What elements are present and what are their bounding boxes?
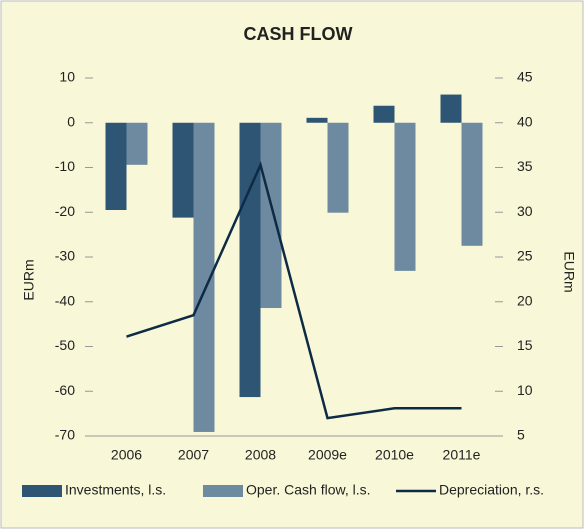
y-tick-label: -60 xyxy=(55,382,75,398)
y-tick-label: -50 xyxy=(55,337,75,353)
y-tick-label: -30 xyxy=(55,248,75,264)
bar xyxy=(440,94,462,123)
y2-tick-label: 25 xyxy=(517,248,533,264)
legend-swatch xyxy=(203,485,243,497)
chart-title: CASH FLOW xyxy=(244,24,353,44)
y-tick-label: -70 xyxy=(55,427,75,443)
y2-axis-label: EURm xyxy=(561,251,577,292)
bar xyxy=(306,117,328,123)
y-tick-label: 10 xyxy=(59,69,75,85)
bar xyxy=(239,122,261,398)
x-tick-label: 2011e xyxy=(443,447,481,463)
x-tick-label: 2010e xyxy=(375,447,414,463)
legend-label: Depreciation, r.s. xyxy=(439,482,544,498)
bar xyxy=(373,105,395,123)
y2-tick-label: 5 xyxy=(517,427,525,443)
legend-label: Oper. Cash flow, l.s. xyxy=(246,482,371,498)
y2-tick-label: 15 xyxy=(517,337,533,353)
y2-tick-label: 20 xyxy=(517,292,533,308)
y2-tick-label: 40 xyxy=(517,113,533,129)
y-tick-label: -10 xyxy=(55,158,75,174)
y2-tick-label: 45 xyxy=(517,69,533,85)
bar xyxy=(260,122,282,309)
bar xyxy=(394,122,416,271)
bar xyxy=(105,122,127,211)
bar xyxy=(172,122,194,218)
y-axis-label: EURm xyxy=(21,259,37,300)
y2-tick-label: 30 xyxy=(517,203,533,219)
y-tick-label: -40 xyxy=(55,292,75,308)
x-tick-label: 2006 xyxy=(111,447,142,463)
line xyxy=(126,161,462,420)
x-tick-label: 2007 xyxy=(178,447,209,463)
y2-tick-label: 10 xyxy=(517,382,533,398)
bar xyxy=(461,122,483,246)
legend-label: Investments, l.s. xyxy=(65,482,166,498)
legend-swatch xyxy=(22,485,62,497)
bar xyxy=(193,122,215,432)
y-tick-label: 0 xyxy=(67,113,75,129)
x-tick-label: 2008 xyxy=(245,447,276,463)
x-tick-label: 2009e xyxy=(308,447,347,463)
y-tick-label: -20 xyxy=(55,203,75,219)
y2-tick-label: 35 xyxy=(517,158,533,174)
bar xyxy=(126,122,148,165)
bar xyxy=(327,122,349,213)
